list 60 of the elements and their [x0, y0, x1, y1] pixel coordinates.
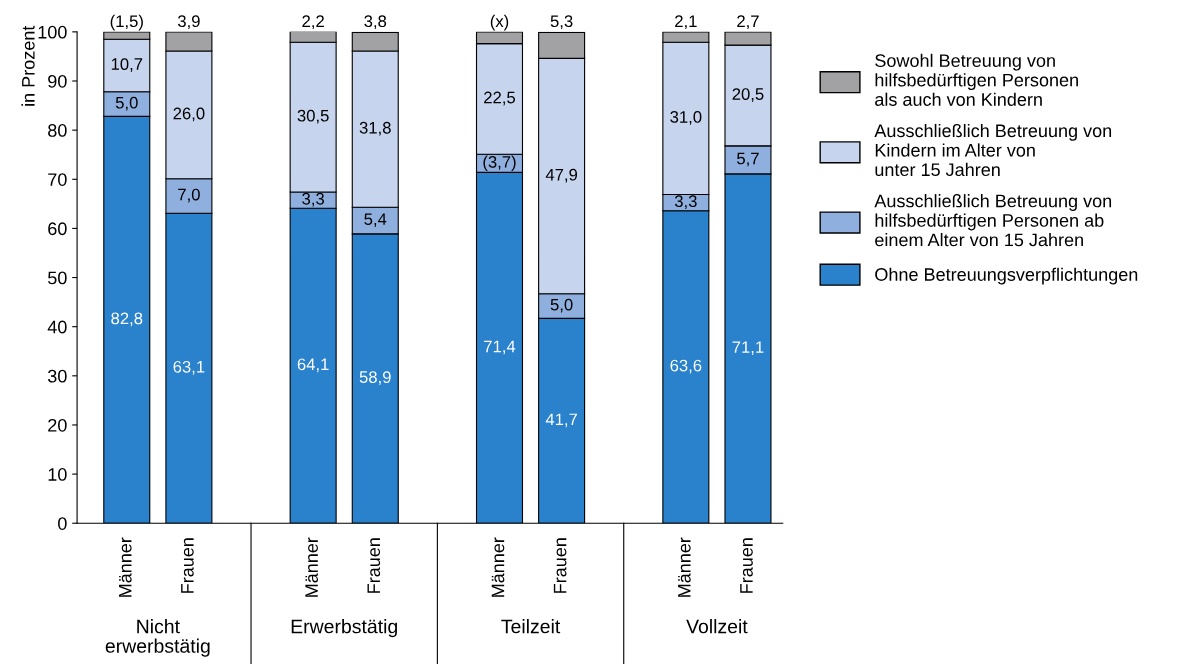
y-tick-label: 0 — [58, 517, 67, 530]
y-tick-label: 60 — [48, 222, 67, 236]
x-tick-label: Männer — [305, 537, 318, 597]
data-label: (x) — [490, 14, 509, 31]
text: Vollzeit — [686, 619, 748, 634]
x-tick-label: Männer — [678, 537, 691, 597]
data-label: 22,5 — [484, 91, 516, 106]
data-label: 63,1 — [173, 360, 205, 375]
x-tick-label: Frauen — [553, 538, 567, 593]
data-label: 31,0 — [670, 111, 702, 125]
data-label: 5,0 — [550, 298, 573, 313]
data-label: (3,7) — [483, 155, 516, 172]
x-tick-label: Frauen — [181, 538, 194, 593]
data-label: 26,0 — [173, 107, 205, 122]
data-label: 5,7 — [737, 152, 759, 167]
data-label: 58,9 — [359, 371, 391, 385]
data-label: 63,6 — [670, 359, 702, 374]
data-label: 82,8 — [111, 312, 143, 327]
y-tick-label: 50 — [48, 271, 67, 285]
y-tick-label: 100 — [38, 25, 67, 39]
y-tick-label: 30 — [47, 369, 67, 383]
legend-label: Sowohl Betreuung von hilfsbedürftigen Personen als auch von Kindern — [875, 53, 1078, 106]
text: Erwerbstätig — [291, 619, 397, 638]
data-label: 71,4 — [484, 340, 516, 355]
data-label: 7,0 — [178, 188, 200, 203]
data-label: 2,7 — [737, 15, 759, 30]
y-axis-title: in Prozent — [21, 25, 35, 106]
data-label: 5,4 — [364, 213, 387, 227]
y-tick-label: 10 — [48, 468, 67, 481]
data-label: 3,8 — [364, 15, 387, 30]
data-label: 3,9 — [177, 15, 200, 30]
data-label: 71,1 — [732, 341, 764, 355]
x-tick-label: Frauen — [367, 538, 381, 593]
data-label: (1,5) — [110, 14, 143, 31]
x-tick-label: Männer — [491, 537, 505, 597]
data-label: 5,0 — [115, 96, 138, 111]
y-tick-label: 40 — [47, 320, 67, 334]
data-label: 2,2 — [302, 15, 324, 30]
y-tick-label: 90 — [48, 74, 67, 88]
data-label: 3,3 — [674, 195, 697, 210]
data-label: 5,3 — [550, 15, 573, 30]
text: Nicht erwerbstätig — [105, 619, 210, 657]
data-label: 47,9 — [545, 168, 578, 183]
legend-label: Ausschließlich Betreuung von hilfsbedürftigen Personen ab einem Alter von 15 Jahren — [874, 194, 1112, 247]
data-label: 41,7 — [545, 413, 577, 428]
data-label: 31,8 — [359, 121, 391, 136]
data-label: 3,3 — [302, 192, 324, 207]
legend-label: Ohne Betreuungsverpflichtungen — [875, 267, 1138, 285]
data-label: 2,1 — [675, 15, 697, 30]
legend-label: Ausschließlich Betreuung von Kindern im Alter von unter 15 Jahren — [874, 123, 1112, 177]
x-tick-label: Männer — [119, 537, 132, 597]
data-label: 30,5 — [297, 109, 329, 124]
data-label: 10,7 — [111, 58, 143, 72]
text: Teilzeit — [501, 619, 561, 634]
y-tick-label: 80 — [48, 124, 67, 137]
x-tick-label: Frauen — [740, 538, 753, 593]
data-label: 64,1 — [297, 358, 329, 373]
y-tick-label: 20 — [48, 418, 67, 432]
data-label: 20,5 — [732, 88, 764, 102]
y-tick-label: 70 — [48, 173, 67, 186]
